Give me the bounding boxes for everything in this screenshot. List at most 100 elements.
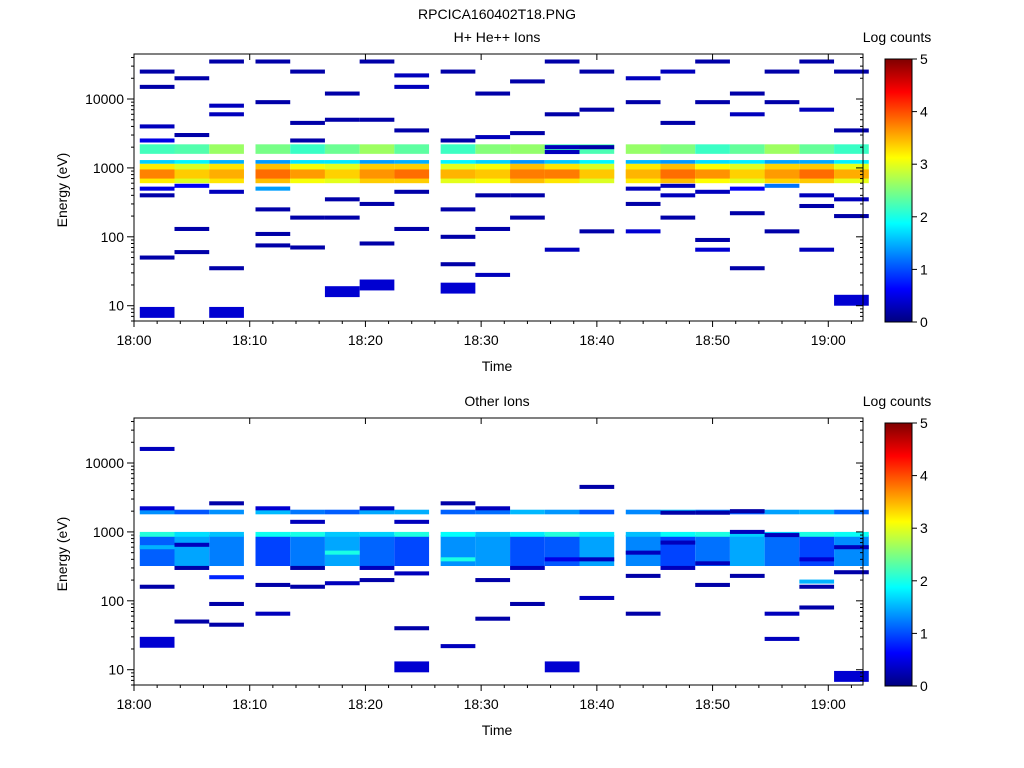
spectrogram-band-cell xyxy=(139,144,175,154)
spectrogram-cell xyxy=(139,506,175,511)
spectrogram-cell xyxy=(209,622,244,627)
spectrogram-cell xyxy=(324,550,360,555)
spectrogram-cell xyxy=(440,69,476,74)
spectrogram-cell xyxy=(174,250,210,255)
spectrogram-band-cell xyxy=(440,509,476,515)
spectrogram-cell xyxy=(440,234,476,239)
spectrogram-cell xyxy=(139,138,175,143)
colorbar-tick-label: 5 xyxy=(920,51,928,67)
spectrogram-band-cell xyxy=(290,144,325,154)
colorbar-tick-label: 2 xyxy=(920,209,928,225)
spectrogram-cell xyxy=(544,661,580,673)
spectrogram-cell xyxy=(139,446,175,451)
spectrogram-band-cell xyxy=(475,169,511,179)
spectrogram-band-cell xyxy=(579,531,615,537)
spectrogram-band-cell xyxy=(729,144,765,154)
spectrogram-cell xyxy=(544,150,580,155)
spectrogram-cell xyxy=(834,294,869,306)
spectrogram-band-cell xyxy=(394,144,430,154)
spectrogram-cell xyxy=(544,247,580,252)
spectrogram-cell xyxy=(729,91,765,96)
colorbar-label: Log counts xyxy=(863,29,932,45)
spectrogram-cell xyxy=(579,557,615,562)
spectrogram-cell xyxy=(174,133,210,138)
spectrogram-band-cell xyxy=(799,535,835,567)
spectrogram-cell xyxy=(174,226,210,231)
spectrogram-band-cell xyxy=(625,535,661,567)
spectrogram-cell xyxy=(209,112,244,117)
spectrogram-band-cell xyxy=(174,509,210,515)
colorbar-tick-label: 3 xyxy=(920,520,928,536)
x-axis-label: Time xyxy=(482,358,513,374)
spectrogram-band-cell xyxy=(209,531,244,537)
spectrogram-cell xyxy=(764,69,800,74)
spectrogram-cell xyxy=(174,542,210,547)
spectrogram-cell xyxy=(579,595,615,600)
spectrogram-cell xyxy=(475,272,511,277)
spectrogram-cell xyxy=(209,266,244,271)
colorbar-tick-label: 2 xyxy=(920,573,928,589)
spectrogram-cell xyxy=(764,229,800,234)
spectrogram-band-cell xyxy=(695,144,730,154)
spectrogram-cell xyxy=(695,510,730,515)
spectrogram-cell xyxy=(799,193,835,198)
spectrogram-band-cell xyxy=(475,535,511,567)
spectrogram-band-cell xyxy=(544,509,580,515)
x-tick-label: 18:00 xyxy=(116,696,151,712)
spectrogram-cell xyxy=(660,540,696,545)
spectrogram-cell xyxy=(579,229,615,234)
x-axis-label: Time xyxy=(482,722,513,738)
plot-frame xyxy=(133,53,864,322)
spectrogram-cell xyxy=(695,247,730,252)
spectrogram-cell xyxy=(174,183,210,188)
spectrogram-band-cell xyxy=(764,169,800,179)
spectrogram-band-cell xyxy=(255,160,291,164)
y-tick-label: 100 xyxy=(101,229,125,245)
x-tick-label: 18:00 xyxy=(116,332,151,348)
spectrogram-cell xyxy=(625,550,661,555)
axis-ticks: 18:00 18:10 18:20 18:30 18:40 18:50 19:00 10 100… xyxy=(85,418,863,712)
spectrogram-band-cell xyxy=(209,535,244,567)
spectrogram-cell xyxy=(255,582,291,587)
spectrogram-cell xyxy=(324,197,360,202)
spectrogram-cells xyxy=(139,446,869,682)
spectrogram-cell xyxy=(544,112,580,117)
spectrogram-cell xyxy=(625,573,661,578)
panel-h-he-ions: H+ He++ Ions 18:00 18:10 18:20 18:30 18:40 18… xyxy=(54,29,931,374)
spectrogram-cell xyxy=(394,226,430,231)
spectrogram-band-cell xyxy=(544,169,580,179)
spectrogram-cell xyxy=(799,605,835,610)
spectrogram-band-cell xyxy=(544,160,580,164)
spectrogram-cell xyxy=(510,131,545,136)
spectrogram-band-cell xyxy=(290,160,325,164)
spectrogram-cell xyxy=(799,584,835,589)
spectrogram-cell xyxy=(255,207,291,212)
spectrogram-cell xyxy=(764,611,800,616)
x-tick-label: 18:30 xyxy=(464,696,499,712)
spectrogram-band-cell xyxy=(475,160,511,164)
spectrogram-cell xyxy=(290,69,325,74)
colorbar-gradient xyxy=(884,422,913,687)
spectrogram-band-cell xyxy=(510,169,545,179)
spectrogram-cell xyxy=(359,565,395,570)
y-tick-label: 100 xyxy=(101,593,125,609)
x-tick-label: 18:10 xyxy=(232,696,267,712)
spectrogram-band-cell xyxy=(764,160,800,164)
spectrogram-band-cell xyxy=(660,160,696,164)
spectrogram-cell xyxy=(695,561,730,566)
spectrogram-band-cell xyxy=(729,535,765,567)
spectrogram-cell xyxy=(139,186,175,191)
spectrogram-band-cell xyxy=(440,160,476,164)
spectrogram-band-cell xyxy=(394,160,430,164)
y-axis-label: Energy (eV) xyxy=(54,517,70,592)
spectrogram-cell xyxy=(359,117,395,122)
spectrogram-band-cell xyxy=(660,169,696,179)
spectrogram-band-cell xyxy=(510,160,545,164)
spectrogram-cell xyxy=(510,565,545,570)
spectrogram-band-cell xyxy=(510,531,545,537)
spectrogram-band-cell xyxy=(625,144,661,154)
spectrogram-cell xyxy=(729,186,765,191)
spectrogram-band-cell xyxy=(255,169,291,179)
y-tick-label: 10 xyxy=(108,662,124,678)
